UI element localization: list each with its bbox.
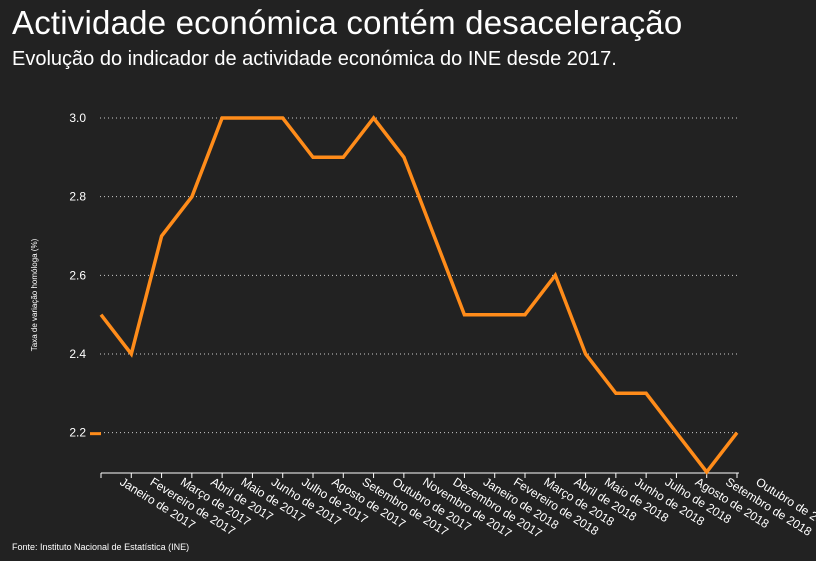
chart-title: Actividade económica contém desaceleraçã…: [12, 4, 683, 41]
y-axis-label: Taxa de variação homóloga (%): [30, 238, 39, 351]
y-tick-label: 2.2: [69, 426, 86, 440]
y-tick-labels: 2.2 2.4 2.6 2.8 3.0: [69, 111, 86, 440]
series-line: [99, 115, 739, 475]
y-tick-label: 2.8: [69, 190, 86, 204]
gridlines: [100, 117, 738, 434]
y-tick-label: 2.6: [69, 268, 86, 282]
chart-subtitle: Evolução do indicador de actividade econ…: [12, 48, 617, 70]
y-tick-label: 2.4: [69, 347, 86, 361]
x-tick-marks: [100, 473, 738, 478]
y-tick-label: 3.0: [69, 111, 86, 125]
source-note: Fonte: Instituto Nacional de Estatística…: [12, 542, 190, 552]
